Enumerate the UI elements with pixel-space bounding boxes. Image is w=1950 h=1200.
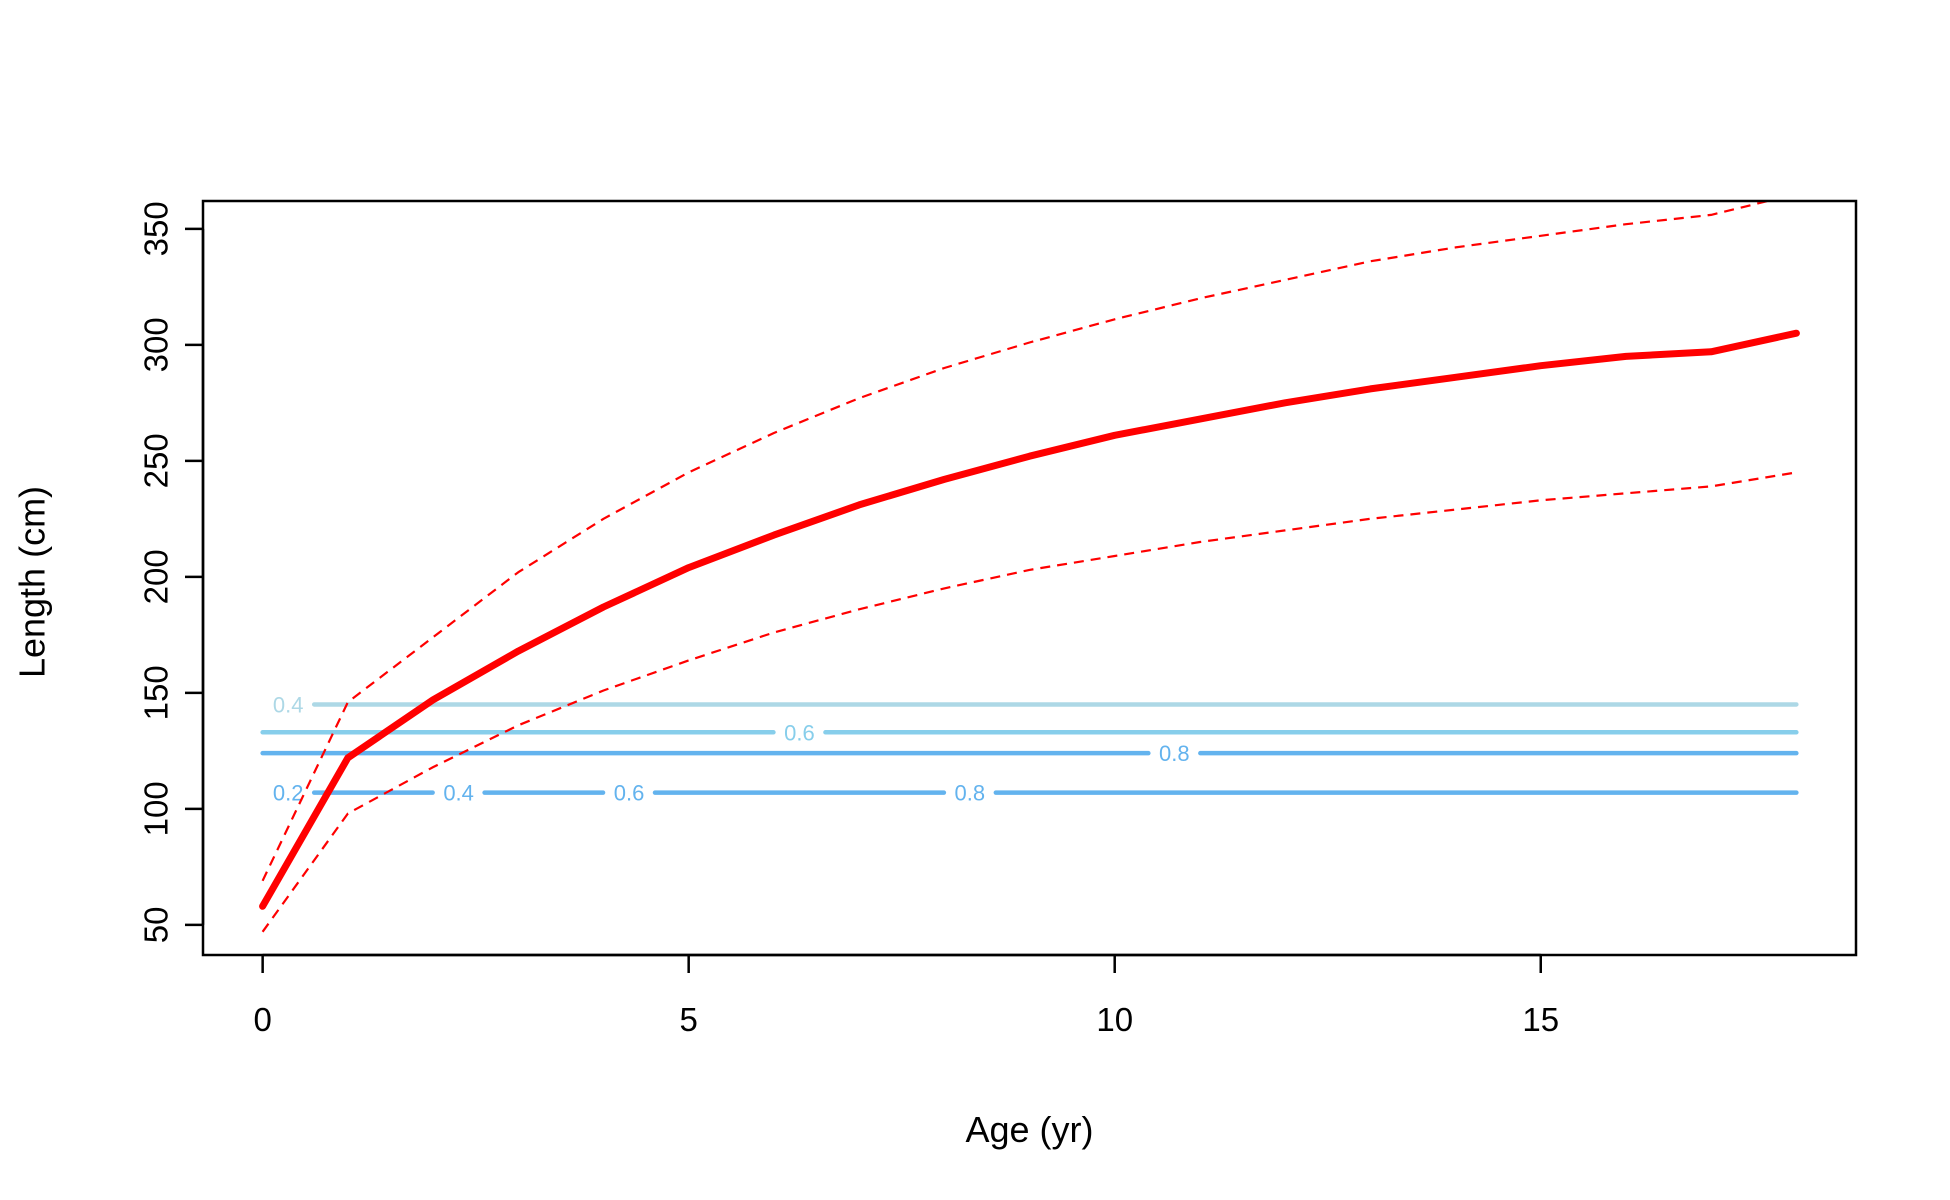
x-axis-title: Age (yr) — [965, 1109, 1093, 1150]
x-tick-label-0: 0 — [253, 1001, 271, 1038]
contour-label-3-3: 0.8 — [955, 781, 986, 806]
y-tick-label-5: 300 — [138, 317, 175, 372]
plot-area: 0.4 0.6 0.8 0.2 0.4 0.6 0.8 — [259, 201, 1800, 933]
x-tick-label-2: 10 — [1096, 1001, 1133, 1038]
x-tick-label-1: 5 — [679, 1001, 697, 1038]
x-axis: 0 5 10 15 — [253, 953, 1559, 1038]
contour-label-1-0: 0.6 — [784, 720, 815, 745]
mean-length-line — [259, 329, 1800, 910]
contour-label-0-0: 0.4 — [273, 692, 304, 717]
contour-label-2-0: 0.8 — [1159, 741, 1190, 766]
confidence-bound-line-2 — [261, 471, 1797, 933]
plot-frame — [201, 199, 1858, 957]
y-axis: 50 100 150 200 250 300 350 — [138, 201, 205, 943]
y-axis-title: Length (cm) — [12, 486, 53, 678]
contour-label-3-0: 0.2 — [273, 781, 304, 806]
y-tick-label-2: 150 — [138, 665, 175, 720]
confidence-bound-line-1 — [261, 201, 1773, 882]
y-tick-label-6: 350 — [138, 201, 175, 256]
series-lines — [259, 201, 1800, 933]
contour-label-3-2: 0.6 — [614, 781, 645, 806]
x-tick-label-3: 15 — [1522, 1001, 1559, 1038]
y-tick-label-1: 100 — [138, 781, 175, 836]
y-tick-label-0: 50 — [138, 906, 175, 943]
y-tick-label-3: 200 — [138, 549, 175, 604]
y-tick-label-4: 250 — [138, 433, 175, 488]
contour-lines: 0.4 0.6 0.8 0.2 0.4 0.6 0.8 — [260, 692, 1799, 806]
contour-label-3-1: 0.4 — [443, 781, 474, 806]
